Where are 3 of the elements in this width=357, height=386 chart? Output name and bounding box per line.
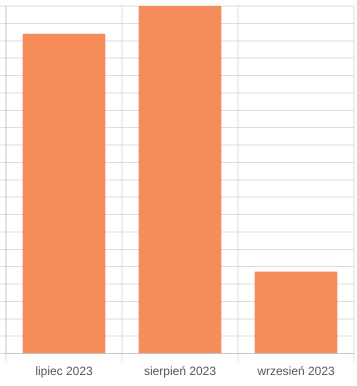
x-tick-label: wrzesień 2023 <box>256 364 336 378</box>
x-tick-label: lipiec 2023 <box>35 364 94 378</box>
x-tick-label: sierpień 2023 <box>144 364 216 378</box>
